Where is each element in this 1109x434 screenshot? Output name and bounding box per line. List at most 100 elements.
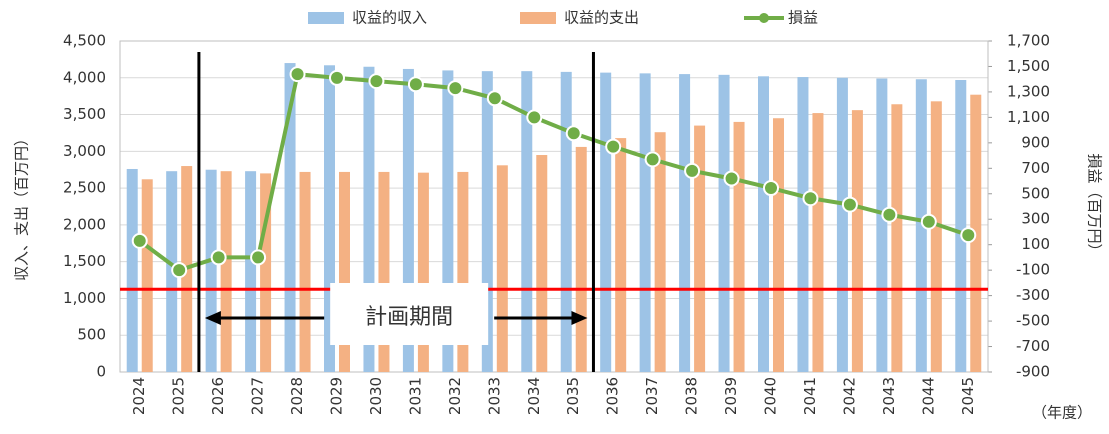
bar — [126, 168, 138, 372]
y-tick-label: 4,000 — [63, 68, 106, 86]
x-tick-label: 2032 — [446, 377, 464, 415]
x-tick-label: 2027 — [249, 377, 267, 415]
bar — [679, 74, 691, 372]
y2-tick-label: 500 — [1021, 184, 1050, 202]
bar — [812, 113, 824, 372]
x-tick-label: 2042 — [840, 377, 858, 415]
bar — [521, 71, 533, 372]
bar — [363, 66, 375, 372]
line-marker — [486, 90, 503, 107]
y-tick-label: 4,500 — [63, 32, 106, 50]
bar — [773, 118, 784, 372]
x-tick-label: 2026 — [209, 377, 227, 415]
bar — [402, 68, 414, 372]
bar — [141, 179, 153, 372]
x-tick-label: 2040 — [762, 377, 780, 415]
line-marker — [684, 162, 701, 179]
y2-tick-label: -500 — [1016, 312, 1050, 330]
bar — [836, 77, 848, 373]
y2-tick-label: 300 — [1021, 210, 1050, 228]
legend-label: 収益的支出 — [564, 9, 639, 27]
bar — [205, 169, 217, 372]
legend-label: 損益 — [788, 9, 818, 27]
bar — [797, 77, 809, 372]
legend-swatch — [308, 12, 344, 24]
arrow-head — [571, 311, 588, 325]
plot-frame — [119, 40, 989, 373]
x-tick-label: 2034 — [525, 377, 543, 415]
period-label-box — [330, 283, 489, 345]
y2-tick-label: -900 — [1016, 363, 1050, 381]
line-marker — [210, 249, 227, 266]
x-tick-label: 2039 — [722, 377, 740, 415]
x-tick-label: 2045 — [959, 377, 977, 415]
y2-tick-label: -700 — [1016, 337, 1050, 355]
y-tick-label: 2,500 — [63, 179, 106, 197]
line-marker — [171, 262, 188, 279]
bar — [575, 146, 587, 372]
bar — [245, 171, 257, 372]
bar — [930, 101, 942, 372]
x-tick-label: 2033 — [485, 377, 503, 415]
y2-tick-label: 700 — [1021, 159, 1050, 177]
x-tick-label: 2043 — [880, 377, 898, 415]
bar — [876, 78, 888, 372]
line — [138, 71, 969, 273]
bar — [615, 138, 627, 372]
bar — [733, 121, 745, 373]
y2-tick-label: 1,300 — [1007, 82, 1050, 100]
line-marker — [368, 73, 385, 90]
y2-tick-label: 100 — [1021, 235, 1050, 253]
line-marker — [526, 109, 543, 126]
bar — [339, 171, 350, 372]
line-marker — [131, 232, 148, 249]
y2-tick-label: 1,500 — [1007, 57, 1050, 75]
bar — [758, 76, 769, 372]
line-marker — [565, 125, 582, 142]
bar — [915, 79, 927, 372]
y-tick-label: 0 — [96, 363, 106, 381]
bar — [891, 104, 903, 372]
arrow-head — [204, 311, 221, 325]
bar — [955, 79, 967, 373]
period-label: 計画期間 — [365, 305, 453, 330]
bar — [560, 71, 572, 372]
bar — [260, 173, 272, 372]
line-marker — [289, 66, 306, 83]
bar — [600, 72, 612, 372]
y-tick-label: 3,500 — [63, 105, 106, 123]
bar — [851, 110, 863, 373]
y2-tick-label: 900 — [1021, 133, 1050, 151]
y-tick-label: 500 — [77, 326, 106, 344]
x-tick-label: 2028 — [288, 377, 306, 415]
bar — [417, 172, 429, 372]
legend-swatch — [759, 13, 769, 23]
line-marker — [802, 190, 819, 207]
line-marker — [605, 138, 622, 155]
legend-swatch — [520, 12, 556, 24]
x-tick-label: 2041 — [801, 377, 819, 415]
bar — [299, 171, 311, 372]
line-marker — [881, 206, 898, 223]
y2-tick-label: -300 — [1016, 286, 1050, 304]
line-marker — [250, 249, 267, 266]
bar — [324, 65, 335, 373]
y-tick-label: 2,000 — [63, 215, 106, 233]
y2-tick-label: -100 — [1016, 261, 1050, 279]
bar — [654, 132, 666, 372]
line-marker — [644, 151, 661, 168]
bar — [378, 171, 390, 372]
bar — [496, 165, 508, 372]
x-tick-label: 2035 — [564, 377, 582, 415]
line-marker — [329, 69, 345, 86]
bar — [457, 171, 469, 372]
x-tick-label: 2030 — [367, 377, 385, 415]
line-marker — [763, 180, 779, 197]
legend-label: 収益的収入 — [352, 9, 427, 27]
line-marker — [920, 213, 937, 230]
bar — [536, 155, 548, 372]
y-axis-title: 収入、支出（百万円） — [13, 131, 31, 281]
y2-axis-title: 損益（百万円） — [1086, 153, 1104, 258]
bar — [442, 70, 454, 372]
